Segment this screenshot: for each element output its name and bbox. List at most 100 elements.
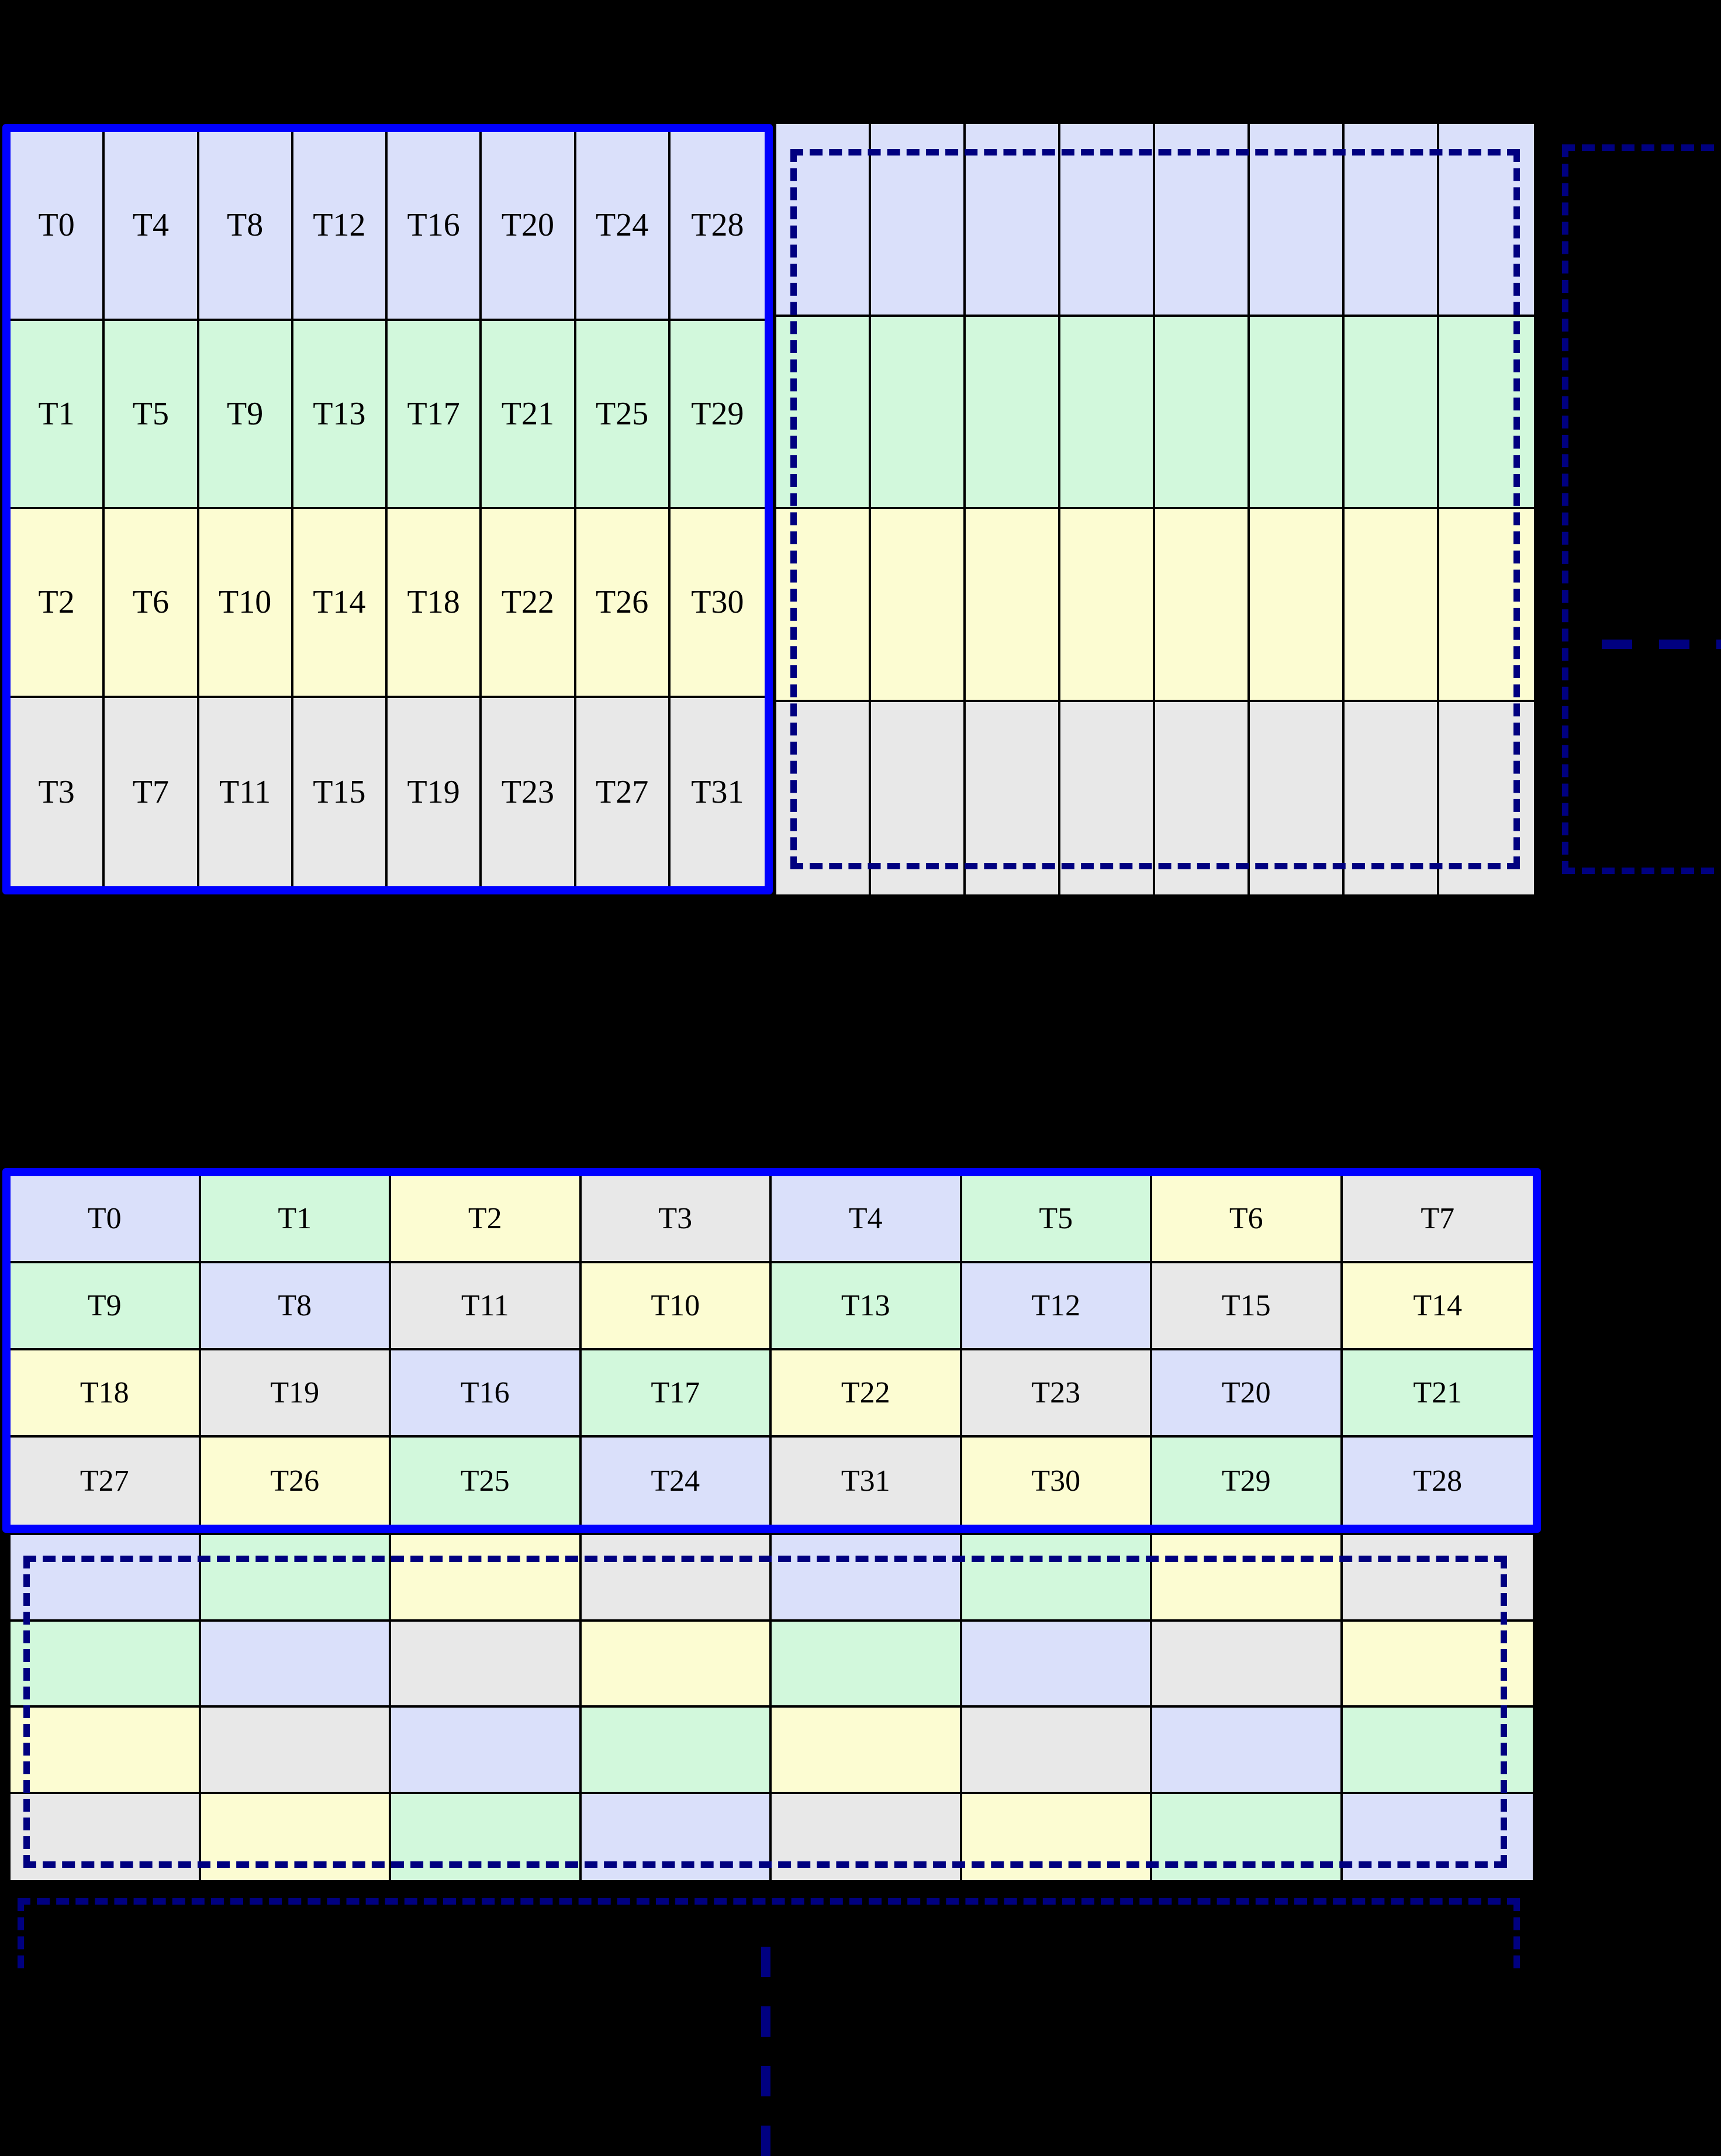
thread-cell-empty	[776, 124, 871, 317]
thread-cell-t9: T9	[199, 320, 293, 509]
thread-cell-empty	[1345, 124, 1439, 317]
thread-cell-t15: T15	[293, 697, 388, 886]
thread-cell-empty	[1060, 316, 1155, 509]
thread-cell-t16: T16	[388, 132, 482, 321]
top-replica-thread-grid	[776, 124, 1534, 894]
thread-cell-t1: T1	[11, 320, 105, 509]
thread-cell-t7: T7	[105, 697, 199, 886]
thread-cell-t16: T16	[391, 1350, 582, 1438]
thread-cell-t12: T12	[962, 1263, 1152, 1350]
thread-cell-t5: T5	[105, 320, 199, 509]
thread-cell-empty	[1439, 124, 1534, 317]
thread-cell-empty	[772, 1708, 962, 1794]
thread-cell-t20: T20	[1152, 1350, 1343, 1438]
thread-cell-empty	[871, 316, 966, 509]
thread-cell-t24: T24	[576, 132, 671, 321]
thread-cell-empty	[1250, 316, 1345, 509]
bottom-labeled-thread-grid: T0 T1 T2 T3 T4 T5 T6 T7 T9 T8 T11 T10 T13 T12 T15 T14 T1…	[11, 1176, 1533, 1525]
thread-cell-t1: T1	[201, 1176, 391, 1263]
thread-cell-empty	[11, 1708, 201, 1794]
thread-cell-t23: T23	[482, 697, 576, 886]
thread-cell-empty	[1155, 124, 1250, 317]
thread-cell-t5: T5	[962, 1176, 1152, 1263]
thread-cell-empty	[962, 1708, 1152, 1794]
thread-cell-t13: T13	[293, 320, 388, 509]
thread-cell-t15: T15	[1152, 1263, 1343, 1350]
thread-cell-t3: T3	[11, 697, 105, 886]
thread-cell-empty	[1345, 509, 1439, 702]
thread-cell-t10: T10	[581, 1263, 772, 1350]
thread-cell-t31: T31	[670, 697, 765, 886]
thread-cell-t19: T19	[201, 1350, 391, 1438]
thread-cell-empty	[1250, 702, 1345, 894]
thread-cell-empty	[871, 124, 966, 317]
thread-cell-t0: T0	[11, 1176, 201, 1263]
thread-cell-empty	[871, 509, 966, 702]
thread-cell-t7: T7	[1342, 1176, 1533, 1263]
thread-cell-t22: T22	[772, 1350, 962, 1438]
thread-cell-empty	[201, 1535, 391, 1622]
thread-cell-empty	[962, 1621, 1152, 1708]
thread-cell-t31: T31	[772, 1438, 962, 1525]
thread-cell-empty	[1342, 1794, 1533, 1880]
thread-cell-empty	[581, 1621, 772, 1708]
thread-cell-t20: T20	[482, 132, 576, 321]
diagram-canvas: T0 T4 T8 T12 T16 T20 T24 T28 T1 T5 T9 T13 T17 T21 T25 T…	[2, 124, 1721, 2156]
thread-cell-empty	[1342, 1708, 1533, 1794]
thread-cell-empty	[962, 1794, 1152, 1880]
thread-cell-t21: T21	[482, 320, 576, 509]
thread-cell-empty	[1345, 316, 1439, 509]
thread-cell-t18: T18	[388, 509, 482, 698]
thread-cell-empty	[962, 1535, 1152, 1622]
thread-cell-empty	[1155, 702, 1250, 894]
thread-cell-empty	[581, 1535, 772, 1622]
thread-cell-empty	[1152, 1535, 1343, 1622]
thread-cell-empty	[1250, 124, 1345, 317]
thread-cell-t9: T9	[11, 1263, 201, 1350]
thread-cell-empty	[871, 702, 966, 894]
thread-cell-empty	[1345, 702, 1439, 894]
thread-cell-empty	[772, 1621, 962, 1708]
thread-cell-empty	[201, 1621, 391, 1708]
thread-cell-empty	[1060, 702, 1155, 894]
top-continuation-dashed-box	[1562, 144, 1714, 874]
thread-cell-empty	[776, 316, 871, 509]
thread-cell-t14: T14	[1342, 1263, 1533, 1350]
thread-cell-empty	[1152, 1794, 1343, 1880]
thread-cell-t27: T27	[11, 1438, 201, 1525]
bottom-replica-thread-grid	[11, 1535, 1533, 1880]
thread-cell-t27: T27	[576, 697, 671, 886]
thread-cell-empty	[391, 1794, 582, 1880]
thread-cell-t11: T11	[391, 1263, 582, 1350]
thread-cell-empty	[11, 1794, 201, 1880]
thread-cell-empty	[1060, 509, 1155, 702]
thread-cell-empty	[1060, 124, 1155, 317]
thread-cell-t2: T2	[391, 1176, 582, 1263]
thread-cell-t30: T30	[670, 509, 765, 698]
thread-cell-empty	[201, 1794, 391, 1880]
thread-cell-empty	[1152, 1621, 1343, 1708]
thread-cell-t17: T17	[581, 1350, 772, 1438]
thread-cell-empty	[1439, 702, 1534, 894]
thread-cell-t6: T6	[1152, 1176, 1343, 1263]
thread-cell-t29: T29	[670, 320, 765, 509]
thread-cell-empty	[1439, 316, 1534, 509]
thread-cell-t4: T4	[772, 1176, 962, 1263]
thread-cell-t24: T24	[581, 1438, 772, 1525]
thread-cell-empty	[1155, 316, 1250, 509]
thread-cell-t8: T8	[199, 132, 293, 321]
thread-cell-t19: T19	[388, 697, 482, 886]
thread-cell-empty	[1250, 509, 1345, 702]
thread-cell-t8: T8	[201, 1263, 391, 1350]
thread-cell-t23: T23	[962, 1350, 1152, 1438]
bottom-vertical-ellipsis	[761, 1947, 770, 2156]
thread-cell-empty	[966, 509, 1060, 702]
thread-cell-t4: T4	[105, 132, 199, 321]
thread-cell-empty	[581, 1708, 772, 1794]
thread-cell-t21: T21	[1342, 1350, 1533, 1438]
thread-cell-t25: T25	[576, 320, 671, 509]
thread-cell-empty	[1342, 1535, 1533, 1622]
thread-cell-empty	[391, 1708, 582, 1794]
thread-cell-empty	[1155, 509, 1250, 702]
thread-cell-empty	[1439, 509, 1534, 702]
